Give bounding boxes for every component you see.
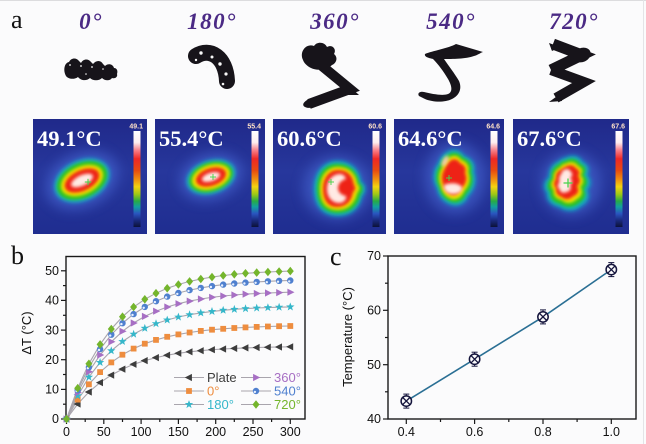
svg-text:20: 20 xyxy=(45,353,59,367)
svg-text:50: 50 xyxy=(97,425,111,439)
svg-text:55.4°C: 55.4°C xyxy=(159,126,224,151)
svg-text:250: 250 xyxy=(243,425,264,439)
svg-text:60: 60 xyxy=(367,304,381,318)
svg-text:0: 0 xyxy=(63,425,70,439)
svg-text:10: 10 xyxy=(45,383,59,397)
svg-text:1.0: 1.0 xyxy=(603,425,620,439)
svg-text:Plate: Plate xyxy=(207,370,237,385)
svg-text:0°: 0° xyxy=(207,384,219,399)
svg-text:40: 40 xyxy=(367,412,381,426)
svg-text:50: 50 xyxy=(367,358,381,372)
svg-text:720°: 720° xyxy=(274,397,301,412)
svg-text:70: 70 xyxy=(367,249,381,263)
svg-text:150: 150 xyxy=(168,425,189,439)
svg-text:67.6°C: 67.6°C xyxy=(517,126,582,151)
svg-text:67.6: 67.6 xyxy=(611,124,625,131)
svg-text:360°: 360° xyxy=(274,370,301,385)
svg-text:64.6: 64.6 xyxy=(486,124,500,131)
svg-text:540°: 540° xyxy=(274,384,301,399)
svg-text:0.8: 0.8 xyxy=(534,425,551,439)
svg-text:0.4: 0.4 xyxy=(398,425,415,439)
svg-text:30: 30 xyxy=(45,323,59,337)
svg-text:60.6: 60.6 xyxy=(368,124,382,131)
svg-text:60.6°C: 60.6°C xyxy=(277,126,342,151)
svg-text:100: 100 xyxy=(131,425,152,439)
svg-text:40: 40 xyxy=(45,294,59,308)
svg-text:200: 200 xyxy=(205,425,226,439)
svg-text:0: 0 xyxy=(52,412,59,426)
svg-text:180°: 180° xyxy=(207,397,234,412)
svg-text:55.4: 55.4 xyxy=(247,124,261,131)
svg-text:49.1: 49.1 xyxy=(129,124,143,131)
svg-text:300: 300 xyxy=(280,425,301,439)
svg-text:0.6: 0.6 xyxy=(466,425,483,439)
svg-text:Temperature (°C): Temperature (°C) xyxy=(340,287,355,387)
svg-text:50: 50 xyxy=(45,264,59,278)
svg-text:64.6°C: 64.6°C xyxy=(398,126,463,151)
svg-text:ΔT (°C): ΔT (°C) xyxy=(19,311,34,354)
svg-text:49.1°C: 49.1°C xyxy=(37,126,102,151)
